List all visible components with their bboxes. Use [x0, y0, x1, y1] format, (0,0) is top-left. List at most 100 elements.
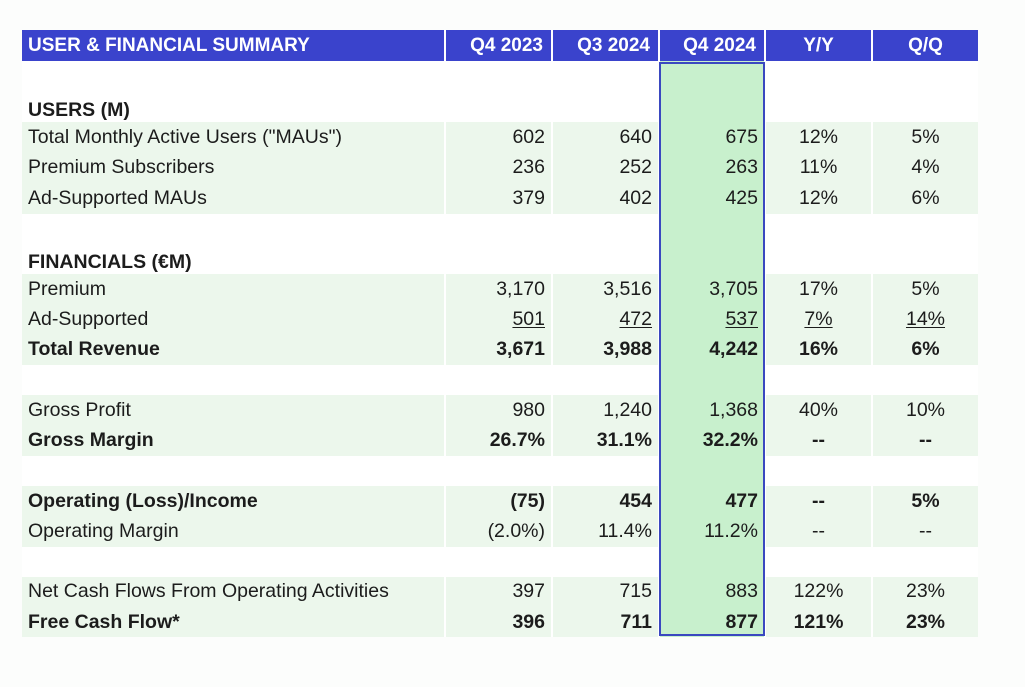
cell-yy: --	[765, 485, 873, 517]
cell-qq: 23%	[872, 576, 978, 608]
cell-qq: 5%	[872, 122, 978, 153]
table-row: Total Revenue 3,671 3,988 4,242 16% 6%	[22, 334, 978, 366]
spacer-row	[22, 213, 978, 244]
cell-q4-2023: 602	[445, 122, 553, 153]
cell-q4-2024: 3,705	[659, 273, 766, 305]
table-row: Ad-Supported 501 472 537 7% 14%	[22, 304, 978, 335]
row-label: Total Revenue	[22, 334, 446, 366]
spacer-row	[22, 61, 978, 92]
cell-yy: --	[765, 516, 873, 547]
table-row: Net Cash Flows From Operating Activities…	[22, 576, 978, 608]
cell-q4-2024: 4,242	[659, 334, 766, 366]
section-header-financials: FINANCIALS (€M)	[22, 243, 978, 274]
cell-q4-2024: 425	[659, 183, 766, 214]
cell-q3-2024: 3,988	[552, 334, 660, 366]
col-header-q3-2024: Q3 2024	[552, 30, 660, 61]
row-label: Operating (Loss)/Income	[22, 485, 446, 517]
cell-yy: 122%	[765, 576, 873, 608]
cell-qq: 5%	[872, 273, 978, 305]
cell-yy: --	[765, 425, 873, 456]
cell-yy: 40%	[765, 395, 873, 426]
row-label: Ad-Supported	[22, 304, 446, 335]
table-header-row: USER & FINANCIAL SUMMARY Q4 2023 Q3 2024…	[22, 30, 978, 61]
cell-qq: 10%	[872, 395, 978, 426]
cell-q4-2023: 379	[445, 183, 553, 214]
cell-q4-2024: 263	[659, 152, 766, 184]
col-header-q4-2024: Q4 2024	[659, 30, 766, 61]
cell-q4-2023: 3,671	[445, 334, 553, 366]
cell-qq: 4%	[872, 152, 978, 184]
cell-q4-2024: 477	[659, 485, 766, 517]
row-label: Operating Margin	[22, 516, 446, 547]
cell-yy: 121%	[765, 607, 873, 638]
cell-q4-2023: (2.0%)	[445, 516, 553, 547]
table-row: Premium Subscribers 236 252 263 11% 4%	[22, 152, 978, 184]
cell-q4-2024: 877	[659, 607, 766, 638]
cell-qq: 6%	[872, 183, 978, 214]
row-label: Premium Subscribers	[22, 152, 446, 184]
cell-yy: 11%	[765, 152, 873, 184]
table-row: Operating Margin (2.0%) 11.4% 11.2% -- -…	[22, 516, 978, 547]
cell-yy: 7%	[804, 308, 833, 331]
cell-q4-2024: 11.2%	[659, 516, 766, 547]
cell-q3-2024: 711	[552, 607, 660, 638]
cell-q4-2023: 26.7%	[445, 425, 553, 456]
cell-q4-2024: 32.2%	[659, 425, 766, 456]
col-header-q4-2023: Q4 2023	[445, 30, 553, 61]
table-row: Operating (Loss)/Income (75) 454 477 -- …	[22, 485, 978, 517]
cell-q4-2023: 236	[445, 152, 553, 184]
cell-q3-2024: 402	[552, 183, 660, 214]
cell-q4-2023: 397	[445, 576, 553, 608]
cell-q3-2024: 472	[619, 308, 652, 331]
financial-summary-table: USER & FINANCIAL SUMMARY Q4 2023 Q3 2024…	[22, 30, 978, 638]
spacer-row	[22, 455, 978, 486]
table-row: Premium 3,170 3,516 3,705 17% 5%	[22, 273, 978, 305]
cell-qq: 23%	[872, 607, 978, 638]
cell-q3-2024: 11.4%	[552, 516, 660, 547]
cell-yy: 12%	[765, 122, 873, 153]
cell-q4-2024: 883	[659, 576, 766, 608]
cell-q3-2024: 640	[552, 122, 660, 153]
cell-yy: 12%	[765, 183, 873, 214]
cell-qq: --	[872, 425, 978, 456]
table-title: USER & FINANCIAL SUMMARY	[22, 30, 446, 61]
cell-q4-2023: (75)	[445, 485, 553, 517]
row-label: Total Monthly Active Users ("MAUs")	[22, 122, 446, 153]
cell-q3-2024: 31.1%	[552, 425, 660, 456]
table-row: Total Monthly Active Users ("MAUs") 602 …	[22, 122, 978, 153]
cell-qq: --	[872, 516, 978, 547]
table-row: Ad-Supported MAUs 379 402 425 12% 6%	[22, 183, 978, 214]
table-row: Gross Margin 26.7% 31.1% 32.2% -- --	[22, 425, 978, 456]
cell-q3-2024: 3,516	[552, 273, 660, 305]
section-header-users: USERS (M)	[22, 92, 978, 123]
cell-q4-2023: 501	[512, 308, 545, 331]
cell-q3-2024: 715	[552, 576, 660, 608]
cell-qq: 5%	[872, 485, 978, 517]
cell-q3-2024: 252	[552, 152, 660, 184]
section-title: USERS (M)	[22, 92, 446, 123]
section-title: FINANCIALS (€M)	[22, 243, 446, 274]
cell-q4-2023: 3,170	[445, 273, 553, 305]
cell-qq: 14%	[905, 308, 946, 331]
cell-yy: 16%	[765, 334, 873, 366]
cell-q4-2023: 396	[445, 607, 553, 638]
row-label: Free Cash Flow*	[22, 607, 446, 638]
col-header-qq: Q/Q	[872, 30, 978, 61]
col-header-yy: Y/Y	[765, 30, 873, 61]
row-label: Gross Profit	[22, 395, 446, 426]
row-label: Gross Margin	[22, 425, 446, 456]
cell-q4-2024: 675	[659, 122, 766, 153]
table-row: Gross Profit 980 1,240 1,368 40% 10%	[22, 395, 978, 426]
cell-qq: 6%	[872, 334, 978, 366]
spacer-row	[22, 546, 978, 577]
cell-q4-2023: 980	[445, 395, 553, 426]
row-label: Premium	[22, 273, 446, 305]
table-row: Free Cash Flow* 396 711 877 121% 23%	[22, 607, 978, 638]
row-label: Ad-Supported MAUs	[22, 183, 446, 214]
cell-q3-2024: 1,240	[552, 395, 660, 426]
cell-yy: 17%	[765, 273, 873, 305]
cell-q4-2024: 1,368	[659, 395, 766, 426]
cell-q4-2024: 537	[725, 308, 758, 331]
row-label: Net Cash Flows From Operating Activities	[22, 576, 446, 608]
cell-q3-2024: 454	[552, 485, 660, 517]
